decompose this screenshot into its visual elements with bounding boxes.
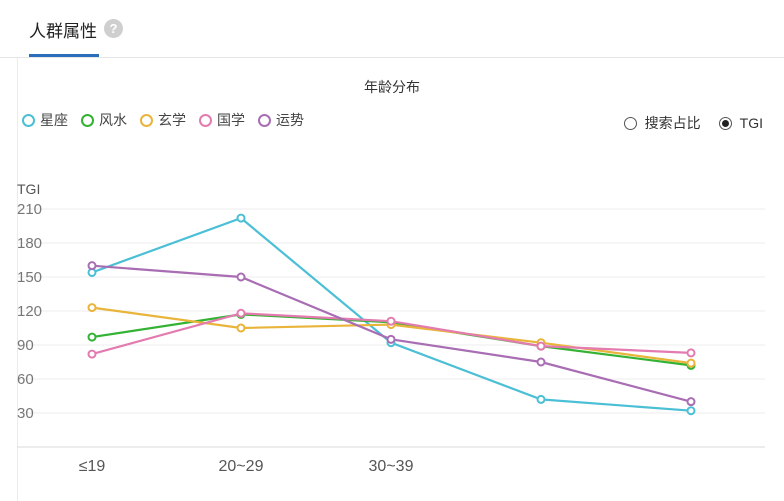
x-tick-label: 30~39 — [369, 458, 414, 475]
y-tick-label: 150 — [17, 269, 42, 286]
data-point — [536, 341, 546, 351]
help-icon[interactable]: ? — [104, 19, 123, 38]
legend-label: 星座 — [40, 112, 68, 128]
legend-item[interactable]: 风水 — [81, 110, 127, 130]
y-tick-label: 30 — [17, 405, 34, 422]
data-point — [686, 348, 696, 358]
series-line — [91, 216, 692, 412]
data-point — [686, 358, 696, 368]
legend-marker-icon — [199, 113, 212, 127]
data-point — [536, 394, 546, 404]
legend-marker-icon — [22, 113, 35, 127]
toggle-tgi[interactable]: TGI — [718, 113, 763, 133]
data-point — [686, 406, 696, 416]
series-line — [91, 264, 692, 403]
legend-item[interactable]: 国学 — [199, 110, 245, 130]
y-tick-label: 210 — [17, 201, 42, 218]
data-point — [536, 357, 546, 367]
metric-toggle: 搜索占比 TGI — [606, 113, 763, 133]
chart-panel — [17, 58, 784, 501]
radio-icon — [623, 116, 637, 130]
legend-label: 玄学 — [158, 112, 186, 128]
data-point — [686, 397, 696, 407]
legend-label: 国学 — [217, 112, 245, 128]
data-point — [236, 213, 246, 223]
x-tick-label: ≤19 — [79, 458, 106, 475]
x-tick-label: 20~29 — [219, 458, 264, 475]
y-tick-label: 90 — [17, 337, 34, 354]
data-point — [87, 261, 97, 271]
toggle-label: TGI — [739, 115, 763, 131]
tab-title[interactable]: 人群属性 — [29, 22, 97, 41]
data-point — [236, 272, 246, 282]
y-tick-label: 180 — [17, 235, 42, 252]
legend-item[interactable]: 星座 — [22, 110, 68, 130]
data-point — [236, 308, 246, 318]
data-point — [386, 316, 396, 326]
data-point — [87, 332, 97, 342]
toggle-search-share[interactable]: 搜索占比 — [623, 113, 701, 133]
legend-label: 运势 — [276, 112, 304, 128]
toggle-label: 搜索占比 — [644, 115, 701, 131]
tab-bar: 人群属性 ? — [0, 0, 784, 58]
data-point — [87, 303, 97, 313]
radio-selected-icon — [718, 116, 732, 130]
y-tick-label: 60 — [17, 371, 34, 388]
y-tick-label: 120 — [17, 303, 42, 320]
legend-marker-icon — [81, 113, 94, 127]
tab-active-underline — [29, 54, 99, 57]
chart-legend: 星座 风水 玄学 国学 运势 — [22, 110, 317, 130]
data-point — [87, 349, 97, 359]
legend-item[interactable]: 运势 — [258, 110, 304, 130]
legend-label: 风水 — [99, 112, 127, 128]
data-point — [236, 323, 246, 333]
legend-marker-icon — [258, 113, 271, 127]
legend-marker-icon — [140, 113, 153, 127]
data-point — [386, 334, 396, 344]
y-axis-label: TGI — [17, 181, 40, 197]
legend-item[interactable]: 玄学 — [140, 110, 186, 130]
chart-title: 年龄分布 — [364, 79, 420, 95]
